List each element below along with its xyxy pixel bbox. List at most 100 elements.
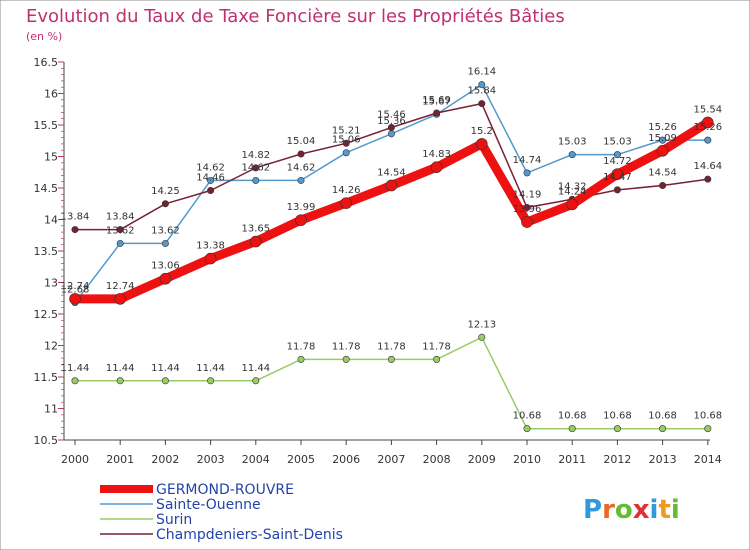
data-label: 13.06 (151, 261, 180, 272)
data-point (659, 425, 667, 433)
y-tick-label: 14.5 (34, 182, 59, 195)
data-label: 15.26 (648, 122, 677, 133)
data-label: 11.44 (241, 363, 270, 374)
data-label: 13.96 (513, 204, 542, 215)
chart-title: Evolution du Taux de Taxe Foncière sur l… (26, 6, 565, 27)
legend-label: Surin (156, 512, 192, 528)
data-point (704, 175, 712, 183)
data-label: 16.14 (467, 67, 496, 78)
data-point (207, 176, 215, 184)
x-tick-label: 2013 (649, 453, 677, 466)
data-point (116, 226, 124, 234)
proxiti-logo: Proxiti (583, 495, 680, 525)
data-point (701, 116, 714, 129)
data-label: 11.44 (106, 363, 135, 374)
logo-letter: i (650, 495, 659, 525)
data-label: 14.24 (558, 186, 587, 197)
data-label: 12.74 (61, 281, 90, 292)
data-point (523, 169, 531, 177)
x-tick-label: 2001 (106, 453, 134, 466)
data-label: 10.68 (648, 411, 677, 422)
data-label: 15.03 (558, 137, 587, 148)
data-label: 14.32 (558, 181, 587, 192)
x-tick-label: 2011 (558, 453, 586, 466)
legend-label: Champdeniers-Saint-Denis (156, 527, 343, 543)
data-label: 14.19 (513, 190, 542, 201)
data-label: 10.68 (693, 411, 722, 422)
x-tick-label: 2005 (287, 453, 315, 466)
data-point (387, 124, 395, 132)
data-label: 15.54 (693, 104, 722, 115)
y-tick-label: 13 (44, 277, 58, 290)
data-label: 14.62 (287, 162, 316, 173)
data-label: 15.26 (693, 122, 722, 133)
logo-letter: x (633, 495, 650, 525)
data-label: 15.04 (287, 136, 316, 147)
data-point (475, 138, 488, 150)
data-point (71, 377, 79, 385)
axes: 10.5 11 11.5 12 12.5 13 13.5 14 14.5 15 15.5 16 16.5… (34, 56, 722, 466)
y-tick-label: 10.5 (34, 434, 59, 447)
y-tick-label: 15 (44, 151, 58, 164)
data-point (207, 377, 215, 385)
data-label: 15.46 (377, 110, 406, 121)
data-label: 14.62 (241, 162, 270, 173)
data-label: 13.65 (241, 224, 270, 235)
data-point (161, 200, 169, 208)
data-label: 11.44 (196, 363, 225, 374)
data-point (250, 235, 262, 248)
data-label: 10.68 (603, 411, 632, 422)
data-label: 14.72 (603, 156, 632, 167)
y-tick-label: 13.5 (34, 245, 59, 258)
data-label: 15.69 (422, 95, 451, 106)
data-point (704, 136, 712, 144)
data-point (387, 355, 395, 363)
data-labels: 12.74 12.74 13.06 13.38 13.65 13.99 14.26 14.54… (61, 67, 722, 422)
data-label: 11.78 (287, 341, 316, 352)
x-tick-label: 2012 (603, 453, 631, 466)
data-point (566, 198, 579, 211)
x-tick-label: 2009 (468, 453, 496, 466)
data-label: 15.36 (377, 116, 406, 127)
data-label: 12.74 (106, 281, 135, 292)
data-label: 10.68 (513, 411, 542, 422)
data-point (613, 186, 621, 194)
data-point (385, 179, 398, 192)
logo-letter: P (583, 495, 602, 525)
x-tick-label: 2004 (242, 453, 270, 466)
data-point (521, 216, 533, 228)
x-tick-label: 2000 (61, 453, 89, 466)
data-point (659, 181, 667, 189)
data-label: 15.09 (648, 133, 677, 144)
data-point (116, 377, 124, 385)
data-point (116, 239, 124, 247)
series-layer (69, 81, 714, 433)
data-point (611, 168, 624, 180)
data-point (297, 355, 305, 363)
y-axis-unit: (en %) (26, 30, 62, 43)
x-tick-label: 2006 (332, 453, 360, 466)
data-point (340, 197, 353, 209)
data-label: 11.44 (151, 363, 180, 374)
data-label: 10.68 (558, 411, 587, 422)
data-label: 14.54 (377, 167, 406, 178)
data-label: 14.83 (422, 149, 451, 160)
data-point (478, 100, 486, 108)
y-tick-label: 11.5 (34, 371, 59, 384)
data-label: 14.64 (693, 161, 722, 172)
data-point (71, 226, 79, 234)
data-point (433, 355, 441, 363)
data-label: 14.26 (332, 185, 361, 196)
data-point (297, 150, 305, 158)
data-label: 14.25 (151, 186, 180, 197)
data-point (478, 333, 486, 341)
data-point (207, 187, 215, 195)
x-tick-label: 2010 (513, 453, 541, 466)
data-label: 15.03 (603, 137, 632, 148)
data-label: 11.78 (332, 341, 361, 352)
data-point (568, 151, 576, 159)
data-label: 14.82 (241, 150, 270, 161)
data-label: 12.13 (467, 319, 496, 330)
data-point (252, 377, 260, 385)
